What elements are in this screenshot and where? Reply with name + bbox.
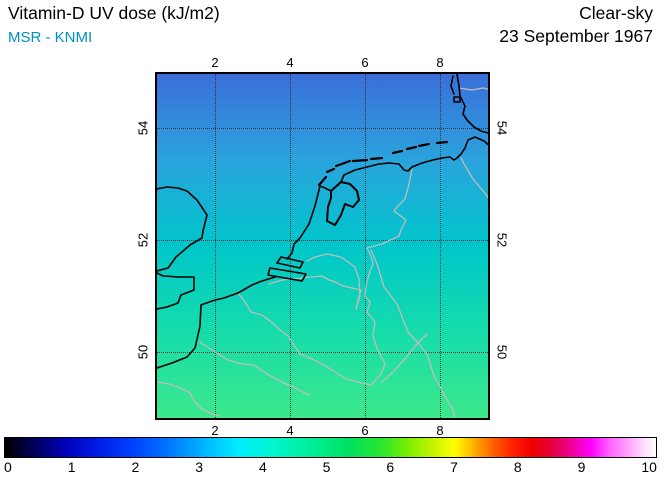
gridline-lon bbox=[440, 74, 441, 418]
colorbar-scale: 0 1 2 3 4 5 6 7 8 9 10 bbox=[4, 459, 657, 475]
gridline-lat bbox=[157, 128, 488, 129]
colorbar-tick: 1 bbox=[67, 459, 76, 475]
map-panel: 2 4 6 8 2 4 6 8 54 52 50 54 52 50 bbox=[136, 55, 510, 438]
colorbar-tick: 9 bbox=[577, 459, 586, 475]
country-borders bbox=[157, 87, 488, 418]
x-axis-tick-top: 2 bbox=[211, 55, 219, 70]
y-axis-tick-right: 54 bbox=[494, 120, 510, 136]
colorbar-tick: 7 bbox=[450, 459, 458, 475]
coastlines bbox=[157, 74, 488, 369]
y-axis-tick-left: 52 bbox=[135, 232, 151, 248]
x-axis-tick-top: 8 bbox=[436, 55, 444, 70]
colorbar-tick: 3 bbox=[195, 459, 203, 475]
colorbar-tick: 5 bbox=[322, 459, 331, 475]
gridline-lon bbox=[290, 74, 291, 418]
x-axis-tick-bottom: 2 bbox=[211, 423, 219, 438]
colorbar-tick: 2 bbox=[131, 459, 140, 475]
colorbar-tick: 10 bbox=[641, 459, 657, 475]
page-title: Vitamin-D UV dose (kJ/m2) bbox=[8, 3, 220, 23]
colorbar-tick: 0 bbox=[4, 459, 12, 475]
data-source-label: MSR - KNMI bbox=[8, 29, 93, 46]
map-frame bbox=[155, 72, 490, 420]
gridline-lat bbox=[157, 352, 488, 353]
sky-condition-label: Clear-sky bbox=[579, 3, 653, 23]
uv-field bbox=[157, 74, 488, 418]
y-axis-tick-left: 50 bbox=[135, 344, 151, 360]
colorbar-gradient bbox=[4, 437, 657, 458]
colorbar-tick: 8 bbox=[513, 459, 522, 475]
y-axis-tick-right: 50 bbox=[494, 344, 510, 360]
y-axis-tick-left: 54 bbox=[135, 120, 151, 136]
gridline-lon bbox=[365, 74, 366, 418]
x-axis-tick-bottom: 4 bbox=[286, 423, 294, 438]
x-axis-tick-top: 6 bbox=[361, 55, 369, 70]
gridline-lat bbox=[157, 240, 488, 241]
colorbar-tick: 4 bbox=[258, 459, 267, 475]
gridline-lon bbox=[215, 74, 216, 418]
x-axis-tick-top: 4 bbox=[286, 55, 294, 70]
coastline-map bbox=[157, 74, 488, 418]
colorbar-tick: 6 bbox=[386, 459, 395, 475]
y-axis-tick-right: 52 bbox=[494, 232, 510, 248]
x-axis-tick-bottom: 6 bbox=[361, 423, 369, 438]
x-axis-tick-bottom: 8 bbox=[436, 423, 444, 438]
map-date-label: 23 September 1967 bbox=[499, 26, 653, 46]
